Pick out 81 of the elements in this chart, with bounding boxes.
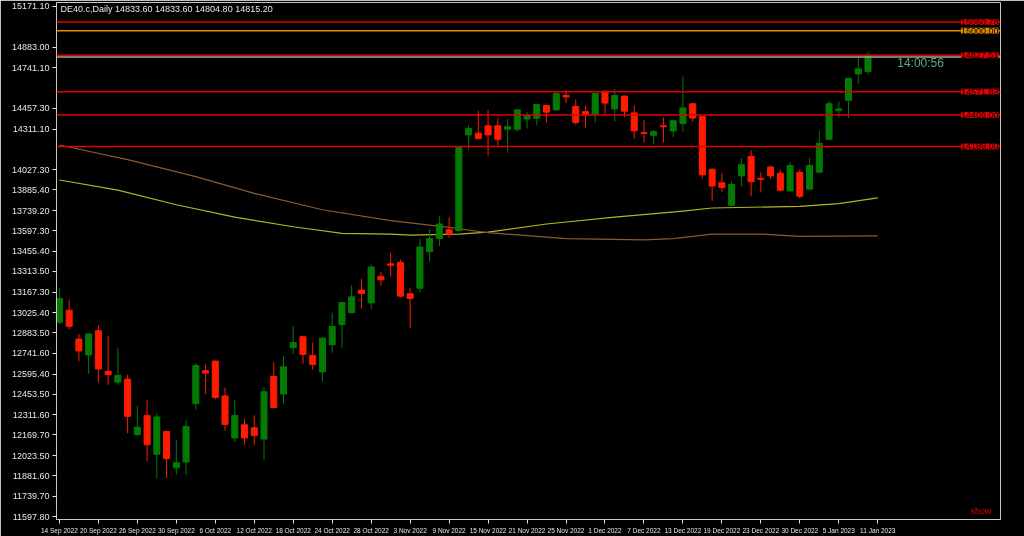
candlestick: [630, 104, 638, 140]
ref-line-label: 14409.00: [960, 110, 999, 121]
candlestick: [377, 271, 385, 287]
y-tick-label: 14027.30: [11, 164, 50, 175]
candlestick: [338, 301, 346, 349]
line-series: [58, 144, 879, 241]
candlestick: [806, 157, 814, 190]
candlestick: [241, 418, 249, 446]
y-tick-label: 15171.10: [11, 1, 50, 12]
text: show: [970, 505, 993, 516]
chart-title: DE40.c,Daily 14833.60 14833.60 14804.80 14815.20: [60, 3, 273, 14]
y-tick-label: 11597.80: [12, 511, 50, 522]
candlestick: [523, 111, 531, 129]
candlestick: [435, 215, 443, 247]
candlestick: [562, 89, 570, 104]
candlestick: [231, 399, 239, 443]
y-tick-label: 12453.50: [11, 389, 50, 400]
candlestick: [250, 414, 258, 446]
candlestick: [114, 347, 122, 386]
candlestick: [56, 287, 63, 325]
y-tick-label: 14741.10: [11, 62, 50, 73]
candlestick: [620, 95, 628, 118]
candlestick: [796, 169, 804, 200]
candlestick: [65, 299, 73, 330]
y-tick-label: 12169.70: [11, 429, 50, 440]
y-tick-label: 11881.60: [12, 471, 50, 481]
ref-line-label: 14827.51: [960, 50, 999, 61]
candlestick: [845, 77, 853, 119]
candlestick: [133, 405, 141, 437]
candlestick: [104, 335, 112, 386]
y-tick-label: 14457.30: [11, 103, 50, 114]
y-tick-label: 13025.40: [11, 307, 50, 318]
y-tick-label: 13885.40: [11, 184, 50, 195]
y-tick-label: 13313.50: [11, 266, 50, 277]
ref-line-label: 14189.00: [960, 141, 999, 152]
candlestick: [202, 364, 210, 395]
y-tick-label: 12883.50: [11, 327, 50, 338]
y-tick-label: 13597.30: [11, 225, 50, 236]
candlestick: [474, 110, 482, 140]
candlestick: [611, 88, 619, 123]
y-tick-label: 13167.30: [11, 287, 50, 298]
candlestick: [640, 119, 648, 144]
y-tick-label: 13739.20: [11, 205, 50, 216]
candlestick: [328, 312, 336, 354]
candlestick: [718, 172, 726, 193]
candlestick: [406, 287, 414, 329]
candlestick: [309, 342, 317, 371]
y-tick-label: 12311.60: [12, 409, 50, 420]
y-tick-label: 11739.70: [12, 491, 50, 502]
candlestick: [484, 109, 492, 157]
y-tick-label: 14311.10: [12, 124, 50, 135]
candlestick: [679, 76, 687, 133]
y-tick-label: 14883.00: [11, 42, 50, 53]
candlestick: [75, 333, 83, 362]
candlestick: [465, 124, 473, 150]
candlestick: [348, 284, 356, 314]
candlestick: [426, 228, 434, 262]
candlestick: [289, 325, 297, 355]
candlestick: [591, 92, 599, 124]
y-tick-label: 12595.40: [11, 369, 50, 380]
candlestick: [737, 157, 745, 188]
candlestick: [494, 117, 502, 146]
candlestick: [387, 252, 395, 277]
ref-line-label: 14571.82: [960, 86, 999, 97]
candlestick: [504, 118, 512, 154]
y-tick-label: 12023.50: [11, 450, 50, 461]
candlestick: [172, 439, 180, 476]
candlestick: [757, 171, 765, 193]
candlestick: [445, 216, 453, 239]
candlestick: [728, 180, 736, 207]
y-tick-label: 13455.40: [11, 246, 50, 257]
y-tick-label: 12741.60: [11, 348, 50, 359]
line-series: [58, 179, 879, 236]
ref-line-label: 15060.78: [960, 16, 999, 27]
ref-line-label: 15000.00: [960, 25, 999, 36]
candlestick: [659, 116, 667, 144]
candlestick: [85, 332, 93, 375]
text: 14:00:56: [897, 56, 945, 71]
candlestick: [708, 168, 716, 202]
candlestick: [299, 335, 307, 365]
candlestick: [357, 278, 365, 310]
